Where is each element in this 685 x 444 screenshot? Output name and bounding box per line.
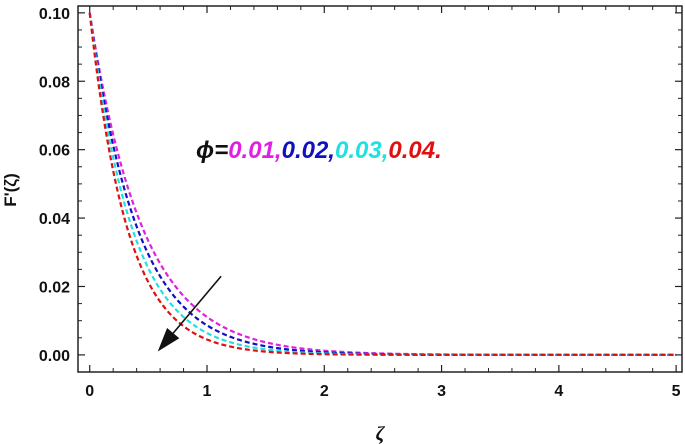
x-tick-label: 2 [320,383,329,400]
phi-value-4: 0.04. [388,137,441,164]
phi-value-3: 0.03, [335,137,388,164]
y-tick-label: 0.10 [39,6,70,23]
phi-value-2: 0.02, [282,137,335,164]
axis-ticks: 0 1 2 3 4 5 0.00 0.02 0.04 0.06 0.08 0.10 [39,6,682,400]
plot-frame [77,5,683,373]
series-line-1 [88,12,677,356]
y-tick-label: 0.02 [39,279,70,296]
series-line-4 [88,12,677,356]
y-tick-label: 0.08 [39,74,70,91]
arrow-head [157,327,180,352]
x-tick-label: 4 [554,383,563,400]
y-tick-label: 0.00 [39,348,70,365]
series-line-2 [88,12,677,356]
arrow-shaft [172,275,222,334]
phi-annotation: ϕ=0.01,0.02,0.03,0.04. [196,137,442,164]
x-tick-label: 1 [203,383,212,400]
phi-symbol: ϕ [196,137,214,164]
equals-sign: = [214,137,228,164]
series-line-3 [88,12,677,356]
x-axis-title: ζ [376,423,386,444]
trend-arrow [157,275,222,352]
series-layer [88,12,677,356]
y-tick-label: 0.04 [39,211,70,228]
x-tick-label: 3 [437,383,446,400]
y-axis-title: F'(ζ) [1,173,20,207]
x-tick-label: 0 [85,383,94,400]
phi-value-1: 0.01, [228,137,281,164]
x-tick-label: 5 [672,383,681,400]
y-tick-label: 0.06 [39,143,70,160]
